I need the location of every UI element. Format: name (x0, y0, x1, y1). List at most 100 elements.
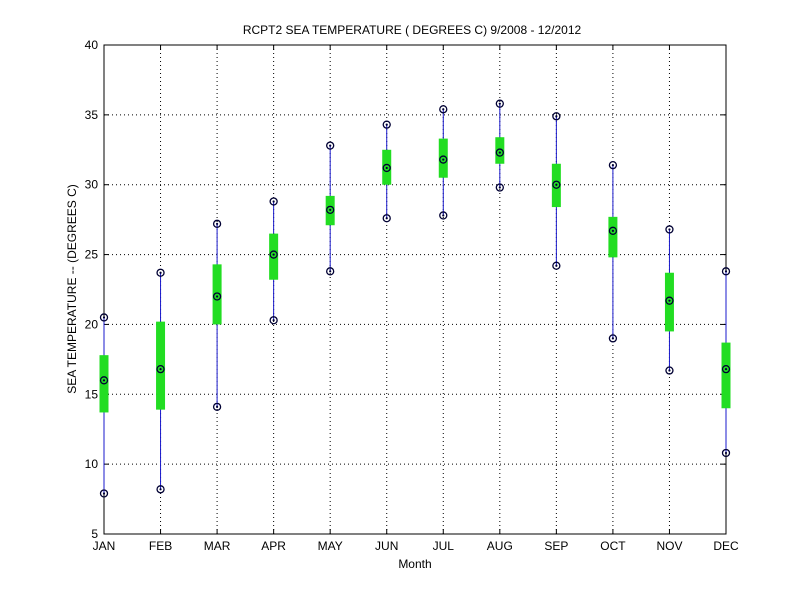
max-marker (552, 112, 561, 121)
median-marker (665, 296, 674, 305)
max-marker-dot (611, 164, 615, 167)
box-oct (608, 161, 618, 343)
x-axis-label: Month (398, 557, 431, 571)
max-marker (721, 267, 731, 276)
y-tick-label: 20 (85, 317, 99, 331)
grid-lines (104, 45, 726, 534)
iqr-box (438, 138, 448, 178)
min-marker-dot (555, 264, 558, 267)
min-marker (608, 334, 618, 343)
median-marker (439, 155, 448, 164)
min-marker-dot (442, 214, 445, 217)
min-marker (439, 211, 448, 220)
median-marker-dot (724, 368, 728, 371)
median-marker (99, 376, 109, 385)
min-marker-dot (215, 405, 219, 408)
x-tick-label: DEC (713, 539, 739, 553)
iqr-box (608, 216, 618, 258)
median-marker-dot (498, 151, 501, 154)
x-tick-label: NOV (656, 539, 682, 553)
box-apr (269, 197, 279, 325)
iqr-box (495, 137, 505, 164)
y-tick-label: 25 (85, 248, 99, 262)
box-mar (212, 219, 222, 412)
median-marker-dot (442, 158, 445, 161)
box-aug (495, 99, 505, 192)
max-marker-dot (555, 115, 558, 118)
min-marker-dot (668, 369, 671, 372)
min-marker-dot (611, 337, 615, 340)
median-marker-dot (385, 166, 388, 170)
max-marker-dot (329, 144, 332, 147)
min-marker (212, 402, 222, 412)
min-marker-dot (385, 217, 388, 220)
x-axis: JAN FEB MAR APR MAY JUN JUL AUG SEP OCT NOV DEC (93, 45, 739, 553)
iqr-box (664, 272, 674, 332)
max-marker-dot (215, 222, 219, 225)
y-tick-label: 35 (85, 108, 99, 122)
min-marker-dot (272, 319, 275, 322)
max-marker (269, 197, 278, 206)
median-marker (608, 226, 618, 235)
median-marker (382, 163, 391, 173)
box-sep (551, 112, 561, 270)
iqr-box (269, 233, 279, 280)
min-marker (156, 485, 165, 494)
min-marker-dot (329, 270, 332, 273)
max-marker (212, 219, 222, 228)
median-marker-dot (159, 368, 162, 371)
max-marker-dot (102, 316, 106, 319)
min-marker (99, 489, 109, 498)
y-axis: 5 10 15 20 25 30 35 40 (85, 38, 726, 541)
y-tick-label: 10 (85, 457, 99, 471)
box-series (99, 99, 731, 498)
iqr-box (721, 342, 731, 409)
max-marker (99, 313, 109, 322)
box-jul (438, 105, 448, 220)
x-tick-label: JAN (93, 539, 116, 553)
max-marker (608, 161, 618, 170)
x-tick-label: AUG (487, 539, 513, 553)
max-marker-dot (724, 270, 728, 273)
median-marker (721, 364, 731, 374)
chart-title: RCPT2 SEA TEMPERATURE ( DEGREES C) 9/200… (243, 23, 582, 37)
max-marker (156, 268, 165, 277)
min-marker (382, 214, 391, 223)
x-tick-label: FEB (149, 539, 172, 553)
x-tick-label: MAY (318, 539, 343, 553)
median-marker-dot (272, 253, 275, 256)
min-marker (326, 267, 335, 276)
x-tick-label: OCT (600, 539, 626, 553)
box-may (325, 141, 335, 276)
plot-frame (103, 44, 727, 535)
box-nov (664, 225, 674, 375)
y-axis-label: SEA TEMPERATURE -- (DEGREES C) (65, 184, 79, 394)
max-marker-dot (668, 228, 671, 231)
box-dec (721, 267, 731, 458)
min-marker-dot (159, 488, 162, 491)
x-tick-label: APR (261, 539, 286, 553)
box-jun (382, 120, 392, 223)
min-marker (495, 183, 504, 192)
max-marker-dot (272, 200, 275, 203)
y-tick-label: 15 (85, 387, 99, 401)
min-marker-dot (724, 451, 728, 455)
y-tick-label: 5 (91, 527, 98, 541)
median-marker-dot (668, 299, 671, 302)
box-jan (99, 313, 109, 498)
median-marker-dot (555, 183, 558, 186)
max-marker (665, 225, 674, 234)
max-marker-dot (385, 123, 388, 126)
iqr-box (212, 264, 222, 325)
max-marker (382, 120, 391, 129)
x-tick-label: MAR (204, 539, 231, 553)
max-marker-dot (442, 108, 445, 111)
median-marker (495, 148, 504, 157)
median-marker (212, 292, 222, 301)
max-marker-dot (159, 271, 162, 274)
max-marker-dot (498, 102, 501, 105)
box-feb (156, 268, 166, 494)
median-marker (552, 180, 561, 189)
x-tick-label: JUL (433, 539, 455, 553)
